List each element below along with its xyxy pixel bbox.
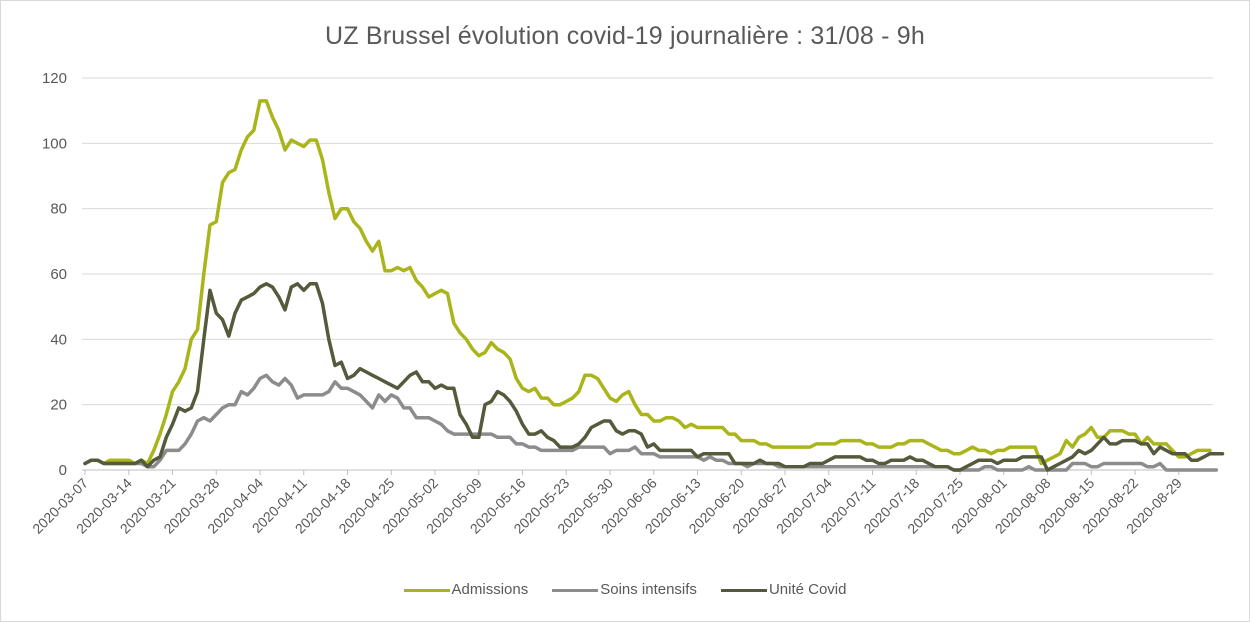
legend-item: Admissions bbox=[403, 581, 529, 598]
x-axis-ticks: 2020-03-072020-03-142020-03-212020-03-28… bbox=[29, 470, 1185, 537]
y-tick-label: 120 bbox=[42, 70, 67, 87]
y-tick-label: 60 bbox=[50, 266, 67, 283]
y-tick-label: 0 bbox=[59, 462, 67, 479]
series-line-0 bbox=[83, 99, 1212, 466]
legend-swatch bbox=[403, 588, 450, 592]
series-line-1 bbox=[83, 373, 1219, 472]
legend-label: Admissions bbox=[451, 581, 529, 598]
series-line-2 bbox=[83, 282, 1225, 472]
legend-item: Soins intensifs bbox=[552, 581, 697, 598]
series-lines bbox=[83, 99, 1225, 472]
legend-label: Soins intensifs bbox=[600, 581, 697, 598]
y-axis-ticks: 0 20 40 60 80 100 120 bbox=[42, 70, 67, 479]
y-tick-label: 40 bbox=[50, 331, 67, 348]
y-tick-label: 20 bbox=[50, 397, 67, 414]
legend: Admissions Soins intensifs Unité Covid bbox=[0, 581, 1250, 598]
chart-title: UZ Brussel évolution covid-19 journalièr… bbox=[325, 22, 925, 50]
y-tick-label: 80 bbox=[50, 201, 67, 218]
legend-item: Unité Covid bbox=[720, 581, 847, 598]
legend-swatch bbox=[720, 588, 767, 592]
legend-label: Unité Covid bbox=[768, 581, 847, 598]
y-tick-label: 100 bbox=[42, 135, 67, 152]
gridlines bbox=[82, 77, 1213, 406]
legend-swatch bbox=[552, 588, 599, 592]
